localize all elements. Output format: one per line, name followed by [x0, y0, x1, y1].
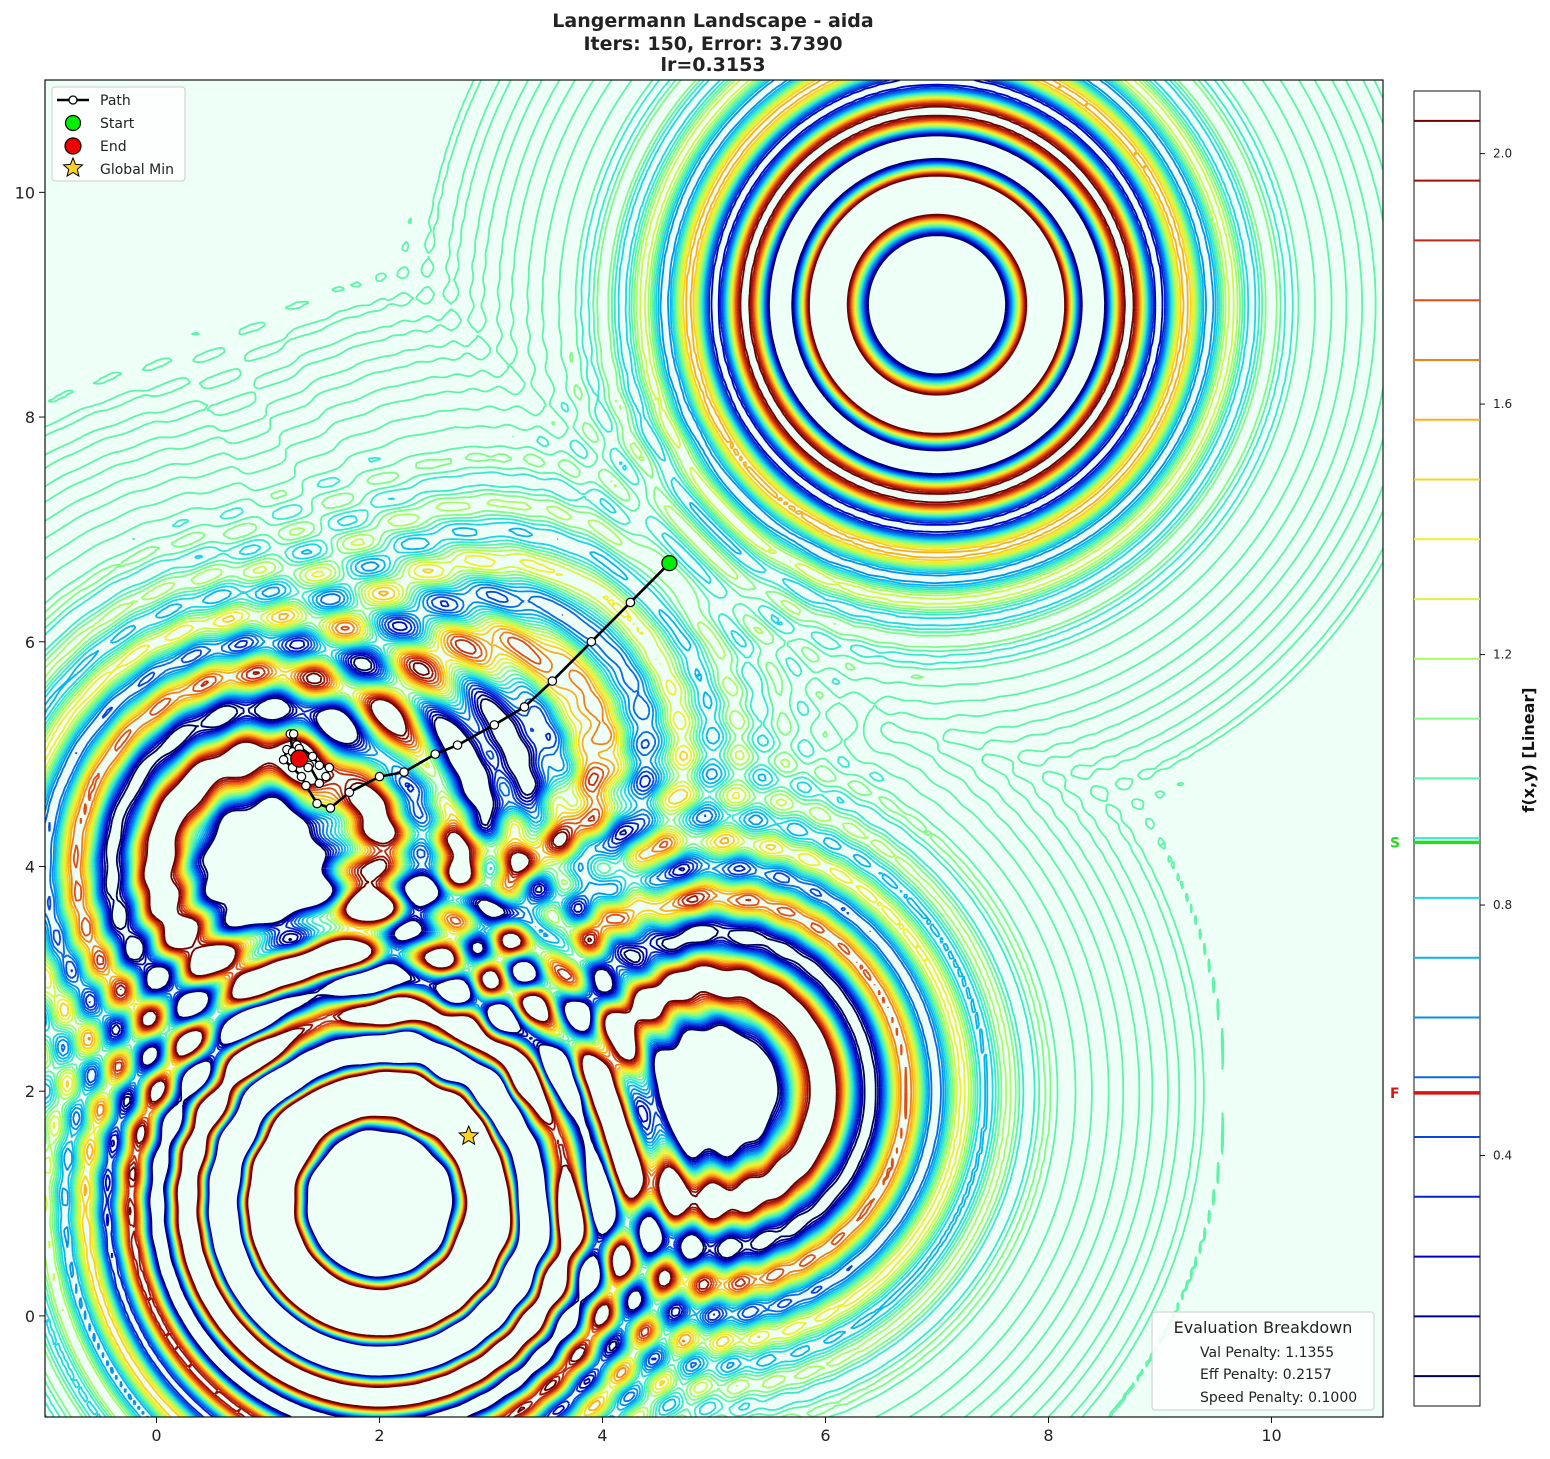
path-point-7 [431, 750, 439, 758]
path-point-21 [325, 763, 333, 771]
start-point [662, 556, 677, 571]
colorbar-marker-label-F: F [1390, 1086, 1400, 1102]
path-point-19 [308, 752, 316, 760]
legend-label-start: Start [100, 116, 135, 132]
colorbar: 0.4 0.8 1.2 1.6 2.0 S F f(x,y) [Linear] [1390, 91, 1538, 1406]
colorbar-tick-label-3: 1.6 [1493, 397, 1512, 411]
path-point-2 [587, 638, 595, 646]
path-point-12 [313, 799, 321, 807]
path-point-5 [490, 721, 498, 729]
chart-title-line-2: Iters: 150, Error: 3.7390 [583, 33, 842, 55]
y-tick-label-1: 2 [25, 1082, 35, 1101]
y-tick-label-3: 6 [25, 633, 35, 652]
path-point-3 [548, 677, 556, 685]
path-point-20 [315, 761, 323, 769]
x-tick-label-5: 10 [1261, 1426, 1281, 1445]
path-point-22 [322, 772, 330, 780]
colorbar-frame [1414, 91, 1480, 1406]
path-point-6 [453, 741, 461, 749]
evaluation-speed-penalty: Speed Penalty: 0.1000 [1200, 1390, 1357, 1406]
evaluation-title: Evaluation Breakdown [1174, 1318, 1353, 1337]
path-point-13 [302, 781, 310, 789]
evaluation-eff-penalty: Eff Penalty: 0.2157 [1200, 1367, 1332, 1383]
chart-title-line-3: lr=0.3153 [660, 54, 765, 76]
chart-title-line-1: Langermann Landscape - aida [552, 10, 873, 32]
path-point-11 [326, 804, 334, 812]
colorbar-tick-label-1: 0.8 [1493, 898, 1512, 912]
legend-label-end: End [100, 139, 127, 155]
path-point-8 [400, 768, 408, 776]
colorbar-ticks: 0.4 0.8 1.2 1.6 2.0 [1480, 147, 1512, 1163]
y-tick-label-0: 0 [25, 1307, 35, 1326]
y-axis: 0 2 4 6 8 10 [15, 183, 45, 1326]
path-point-14 [297, 772, 305, 780]
evaluation-val-penalty: Val Penalty: 1.1355 [1200, 1345, 1334, 1361]
path-point-1 [626, 598, 634, 606]
end-point [291, 750, 308, 767]
legend-label-path: Path [100, 93, 131, 109]
legend-end-marker [65, 138, 81, 154]
evaluation-breakdown: Evaluation Breakdown Val Penalty: 1.1355… [1152, 1312, 1374, 1410]
colorbar-label: f(x,y) [Linear] [1519, 687, 1538, 812]
colorbar-tick-label-0: 0.4 [1493, 1149, 1512, 1163]
y-tick-label-4: 8 [25, 408, 35, 427]
path-point-23 [315, 779, 323, 787]
y-tick-label-2: 4 [25, 857, 35, 876]
y-tick-label-5: 10 [15, 183, 35, 202]
path-point-16 [279, 756, 287, 764]
legend: Path Start End Global Min [52, 87, 185, 181]
colorbar-marker-label-S: S [1390, 835, 1400, 851]
path-point-4 [520, 703, 528, 711]
x-tick-label-2: 4 [597, 1426, 607, 1445]
x-axis: 0 2 4 6 8 10 [151, 1417, 1281, 1445]
legend-label-global-min: Global Min [100, 162, 174, 178]
path-point-28 [289, 730, 297, 738]
legend-path-marker [69, 96, 77, 104]
legend-start-marker [66, 116, 81, 131]
path-point-10 [345, 788, 353, 796]
path-point-9 [375, 772, 383, 780]
x-tick-label-4: 8 [1043, 1426, 1053, 1445]
x-tick-label-1: 2 [374, 1426, 384, 1445]
x-tick-label-3: 6 [820, 1426, 830, 1445]
colorbar-tick-label-4: 2.0 [1493, 147, 1512, 161]
x-tick-label-0: 0 [151, 1426, 161, 1445]
colorbar-tick-label-2: 1.2 [1493, 648, 1512, 662]
